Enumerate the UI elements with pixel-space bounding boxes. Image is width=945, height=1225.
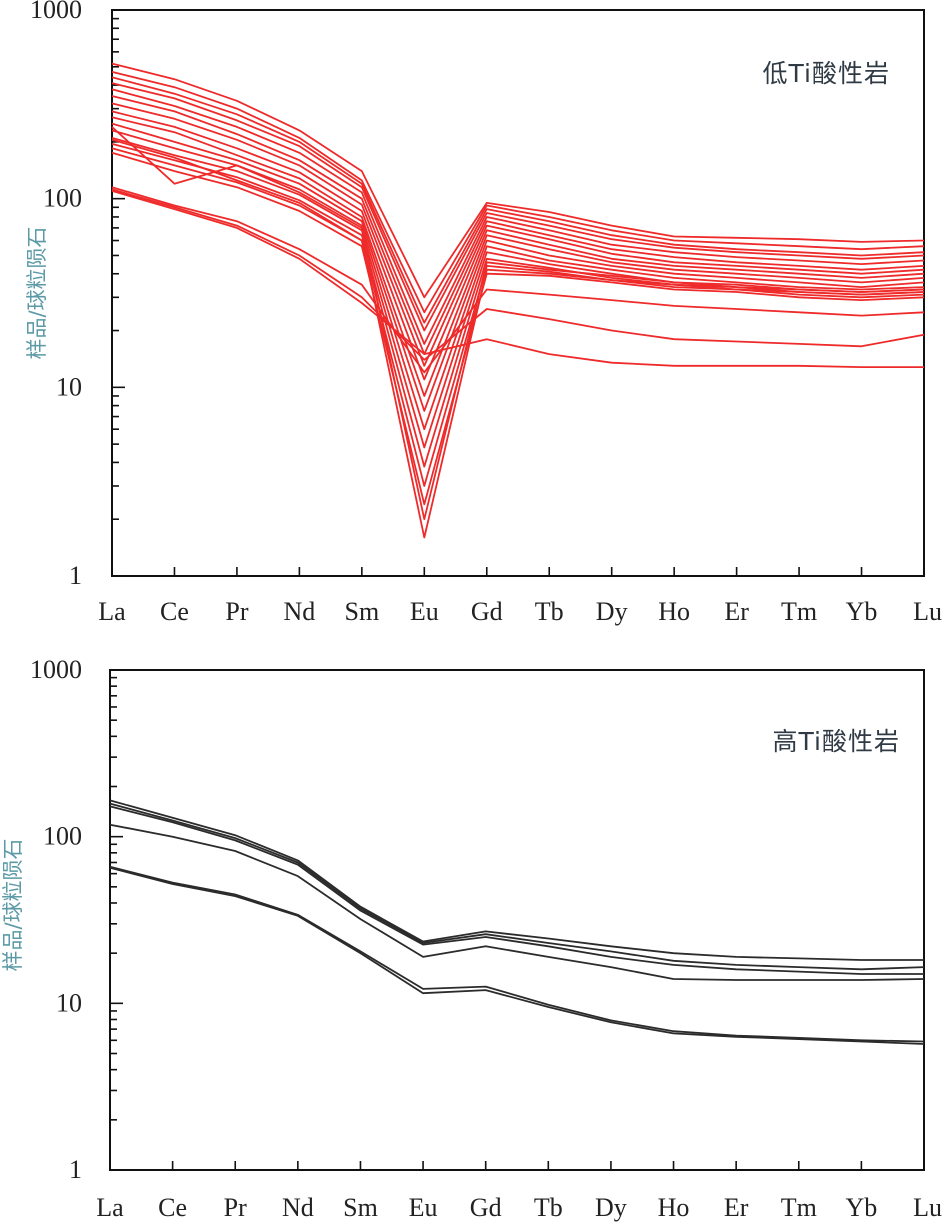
series-line bbox=[111, 186, 925, 374]
plot-frame bbox=[111, 9, 925, 577]
y-tick-label: 100 bbox=[43, 184, 82, 213]
x-tick-label: Er bbox=[724, 597, 749, 626]
x-tick-label: Ho bbox=[658, 1193, 690, 1222]
x-tick-label: Gd bbox=[470, 1193, 502, 1222]
series-line bbox=[111, 102, 925, 367]
x-tick-label: Sm bbox=[345, 597, 380, 626]
x-ticks: La Ce Pr Nd Sm Eu Gd Tb Dy Ho Er Tm Yb Lu bbox=[98, 567, 942, 626]
x-ticks: La Ce Pr Nd Sm Eu Gd Tb Dy Ho Er Tm Yb Lu bbox=[96, 1161, 942, 1222]
series-line bbox=[109, 802, 925, 971]
series-line bbox=[111, 116, 925, 397]
x-tick-label: Gd bbox=[471, 597, 503, 626]
series-line bbox=[111, 82, 925, 332]
y-tick-label: 10 bbox=[56, 372, 82, 401]
x-tick-label: Ce bbox=[158, 1193, 187, 1222]
series-group bbox=[111, 62, 925, 539]
y-tick-label: 10 bbox=[56, 988, 82, 1017]
series-line bbox=[111, 147, 925, 487]
series-line bbox=[111, 62, 925, 299]
plot-frame bbox=[109, 669, 925, 1171]
series-line bbox=[111, 88, 925, 345]
series-line bbox=[109, 865, 925, 1043]
x-tick-label: Ho bbox=[658, 597, 690, 626]
series-line bbox=[109, 805, 924, 975]
y-axis-label: 样品/球粒陨石 bbox=[1, 838, 25, 971]
y-axis-label: 样品/球粒陨石 bbox=[25, 226, 49, 359]
x-tick-label: Pr bbox=[224, 1193, 247, 1222]
y-tick-label: 1 bbox=[69, 1155, 82, 1184]
x-tick-label: La bbox=[98, 597, 126, 626]
x-tick-label: Ce bbox=[160, 597, 189, 626]
x-tick-label: Tm bbox=[781, 1193, 817, 1222]
x-tick-label: Tb bbox=[534, 1193, 563, 1222]
y-tick-label: 1000 bbox=[30, 655, 82, 684]
series-line bbox=[111, 95, 925, 356]
x-tick-label: Lu bbox=[913, 597, 942, 626]
x-tick-label: Tm bbox=[781, 597, 817, 626]
series-line bbox=[111, 71, 925, 314]
y-tick-label: 1 bbox=[69, 561, 82, 590]
series-line bbox=[111, 129, 925, 431]
x-tick-label: Nd bbox=[282, 1193, 314, 1222]
series-line bbox=[111, 76, 925, 324]
series-line bbox=[111, 143, 925, 468]
x-tick-label: Sm bbox=[343, 1193, 378, 1222]
panel-title: 高Ti酸性岩 bbox=[773, 727, 900, 756]
series-line bbox=[111, 110, 925, 381]
x-tick-label: Yb bbox=[845, 1193, 877, 1222]
y-tick-label: 1000 bbox=[30, 0, 82, 24]
x-tick-label: Yb bbox=[846, 597, 878, 626]
x-tick-label: Pr bbox=[225, 597, 248, 626]
series-line bbox=[111, 138, 925, 539]
series-line bbox=[111, 188, 925, 361]
series-line bbox=[111, 190, 924, 369]
series-line bbox=[111, 122, 925, 412]
y-tick-label: 100 bbox=[43, 822, 82, 851]
x-tick-label: Dy bbox=[595, 1193, 627, 1222]
x-tick-label: Er bbox=[724, 1193, 749, 1222]
series-group bbox=[109, 799, 925, 1045]
x-tick-label: Eu bbox=[410, 597, 439, 626]
x-tick-label: Lu bbox=[913, 1193, 942, 1222]
x-tick-label: Tb bbox=[535, 597, 564, 626]
series-line bbox=[109, 823, 925, 981]
x-tick-label: Dy bbox=[596, 597, 628, 626]
series-line bbox=[109, 799, 924, 961]
panel-title: 低Ti酸性岩 bbox=[763, 59, 890, 88]
series-line bbox=[111, 151, 925, 506]
series-line bbox=[111, 126, 925, 521]
x-tick-label: Nd bbox=[283, 597, 315, 626]
y-ticks: 1 10 100 1000 bbox=[30, 0, 125, 590]
x-tick-label: Eu bbox=[409, 1193, 438, 1222]
series-line bbox=[109, 866, 925, 1045]
x-tick-label: La bbox=[96, 1193, 124, 1222]
y-ticks: 1 10 100 1000 bbox=[30, 655, 123, 1184]
